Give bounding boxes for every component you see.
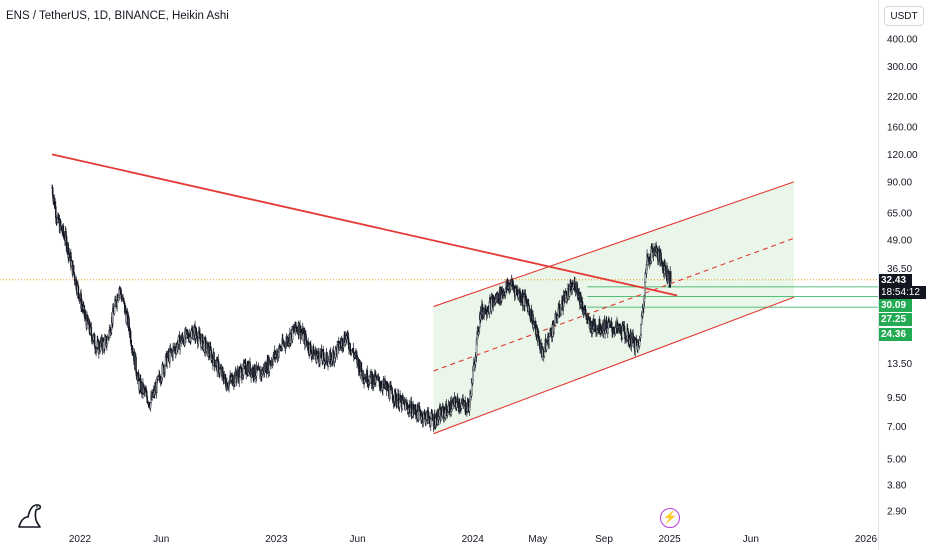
y-tick-label: 36.50: [887, 264, 912, 275]
candle-body: [254, 364, 256, 378]
x-tick-label: 2024: [462, 534, 485, 545]
x-tick-label: Jun: [350, 534, 366, 545]
trendline-2: [433, 296, 795, 435]
y-tick-label: 7.00: [887, 422, 907, 433]
x-tick-label: Jun: [153, 534, 169, 545]
current-price-tag: 32.43: [879, 274, 912, 287]
trendline-1: [433, 181, 795, 308]
y-tick-label: 13.50: [887, 359, 912, 370]
candle-body: [614, 327, 617, 334]
candle-body: [213, 352, 215, 361]
candle-body: [623, 326, 626, 333]
candle-body: [164, 365, 166, 373]
trendline-3: [433, 237, 795, 372]
candle-body: [574, 281, 576, 292]
y-tick-label: 49.00: [887, 236, 912, 247]
candle-body: [104, 338, 106, 349]
y-tick-label: 160.00: [887, 122, 918, 133]
countdown-tag: 18:54:12: [879, 286, 926, 299]
candle-body: [90, 326, 93, 335]
candle: [670, 271, 672, 287]
candle: [241, 363, 243, 384]
x-tick-label: 2022: [69, 534, 92, 545]
candle-body: [122, 297, 125, 302]
y-tick-label: 65.00: [887, 209, 912, 220]
candle-body: [525, 298, 528, 303]
candle-body: [123, 300, 125, 303]
candle-body: [362, 370, 364, 380]
candle-body: [205, 348, 208, 352]
x-tick-label: 2025: [659, 534, 682, 545]
y-tick-label: 400.00: [887, 35, 918, 46]
y-tick-label: 120.00: [887, 150, 918, 161]
candle-body: [59, 220, 62, 227]
x-tick-label: 2026: [855, 534, 878, 545]
x-tick-label: Sep: [595, 534, 613, 545]
currency-button[interactable]: USDT: [884, 6, 924, 26]
candle-body: [190, 330, 193, 338]
channel-fill: [433, 181, 794, 434]
candle-body: [640, 324, 642, 336]
candle-body: [77, 285, 80, 294]
lightning-icon[interactable]: ⚡: [660, 508, 680, 528]
candle: [114, 295, 117, 302]
candle-body: [295, 321, 297, 329]
price-axis-divider: [878, 0, 879, 550]
candle-body: [327, 361, 330, 367]
tradingview-dino-icon[interactable]: [16, 500, 46, 530]
x-tick-label: 2023: [265, 534, 288, 545]
x-tick-label: May: [528, 534, 547, 545]
trendline-0: [51, 153, 678, 297]
y-tick-label: 300.00: [887, 62, 918, 73]
candle-body: [166, 357, 168, 367]
y-tick-label: 3.80: [887, 481, 907, 492]
y-tick-label: 5.00: [887, 454, 907, 465]
y-tick-label: 9.50: [887, 393, 907, 404]
y-tick-label: 90.00: [887, 177, 912, 188]
candle-body: [317, 350, 320, 357]
chart-title: ENS / TetherUS, 1D, BINANCE, Heikin Ashi: [6, 10, 229, 22]
candle-body: [607, 327, 609, 334]
candle-body: [72, 264, 75, 273]
candle-body: [585, 309, 587, 315]
level-tag-30: 30.09: [879, 299, 912, 312]
candle-body: [455, 402, 458, 408]
candle-body: [670, 271, 672, 283]
x-tick-label: Jun: [743, 534, 759, 545]
candle-body: [565, 290, 567, 294]
level-tag-27: 27.25: [879, 313, 912, 326]
candle-body: [644, 282, 646, 296]
y-tick-label: 2.90: [887, 507, 907, 518]
candle-body: [472, 370, 474, 384]
candle-body: [558, 304, 561, 314]
candle-body: [378, 376, 380, 383]
candle-body: [135, 356, 137, 372]
candle-body: [460, 403, 463, 409]
candle-body: [548, 336, 550, 346]
y-tick-label: 220.00: [887, 92, 918, 103]
candle: [317, 347, 320, 357]
level-tag-24: 24.36: [879, 328, 912, 341]
candle-body: [113, 306, 116, 314]
